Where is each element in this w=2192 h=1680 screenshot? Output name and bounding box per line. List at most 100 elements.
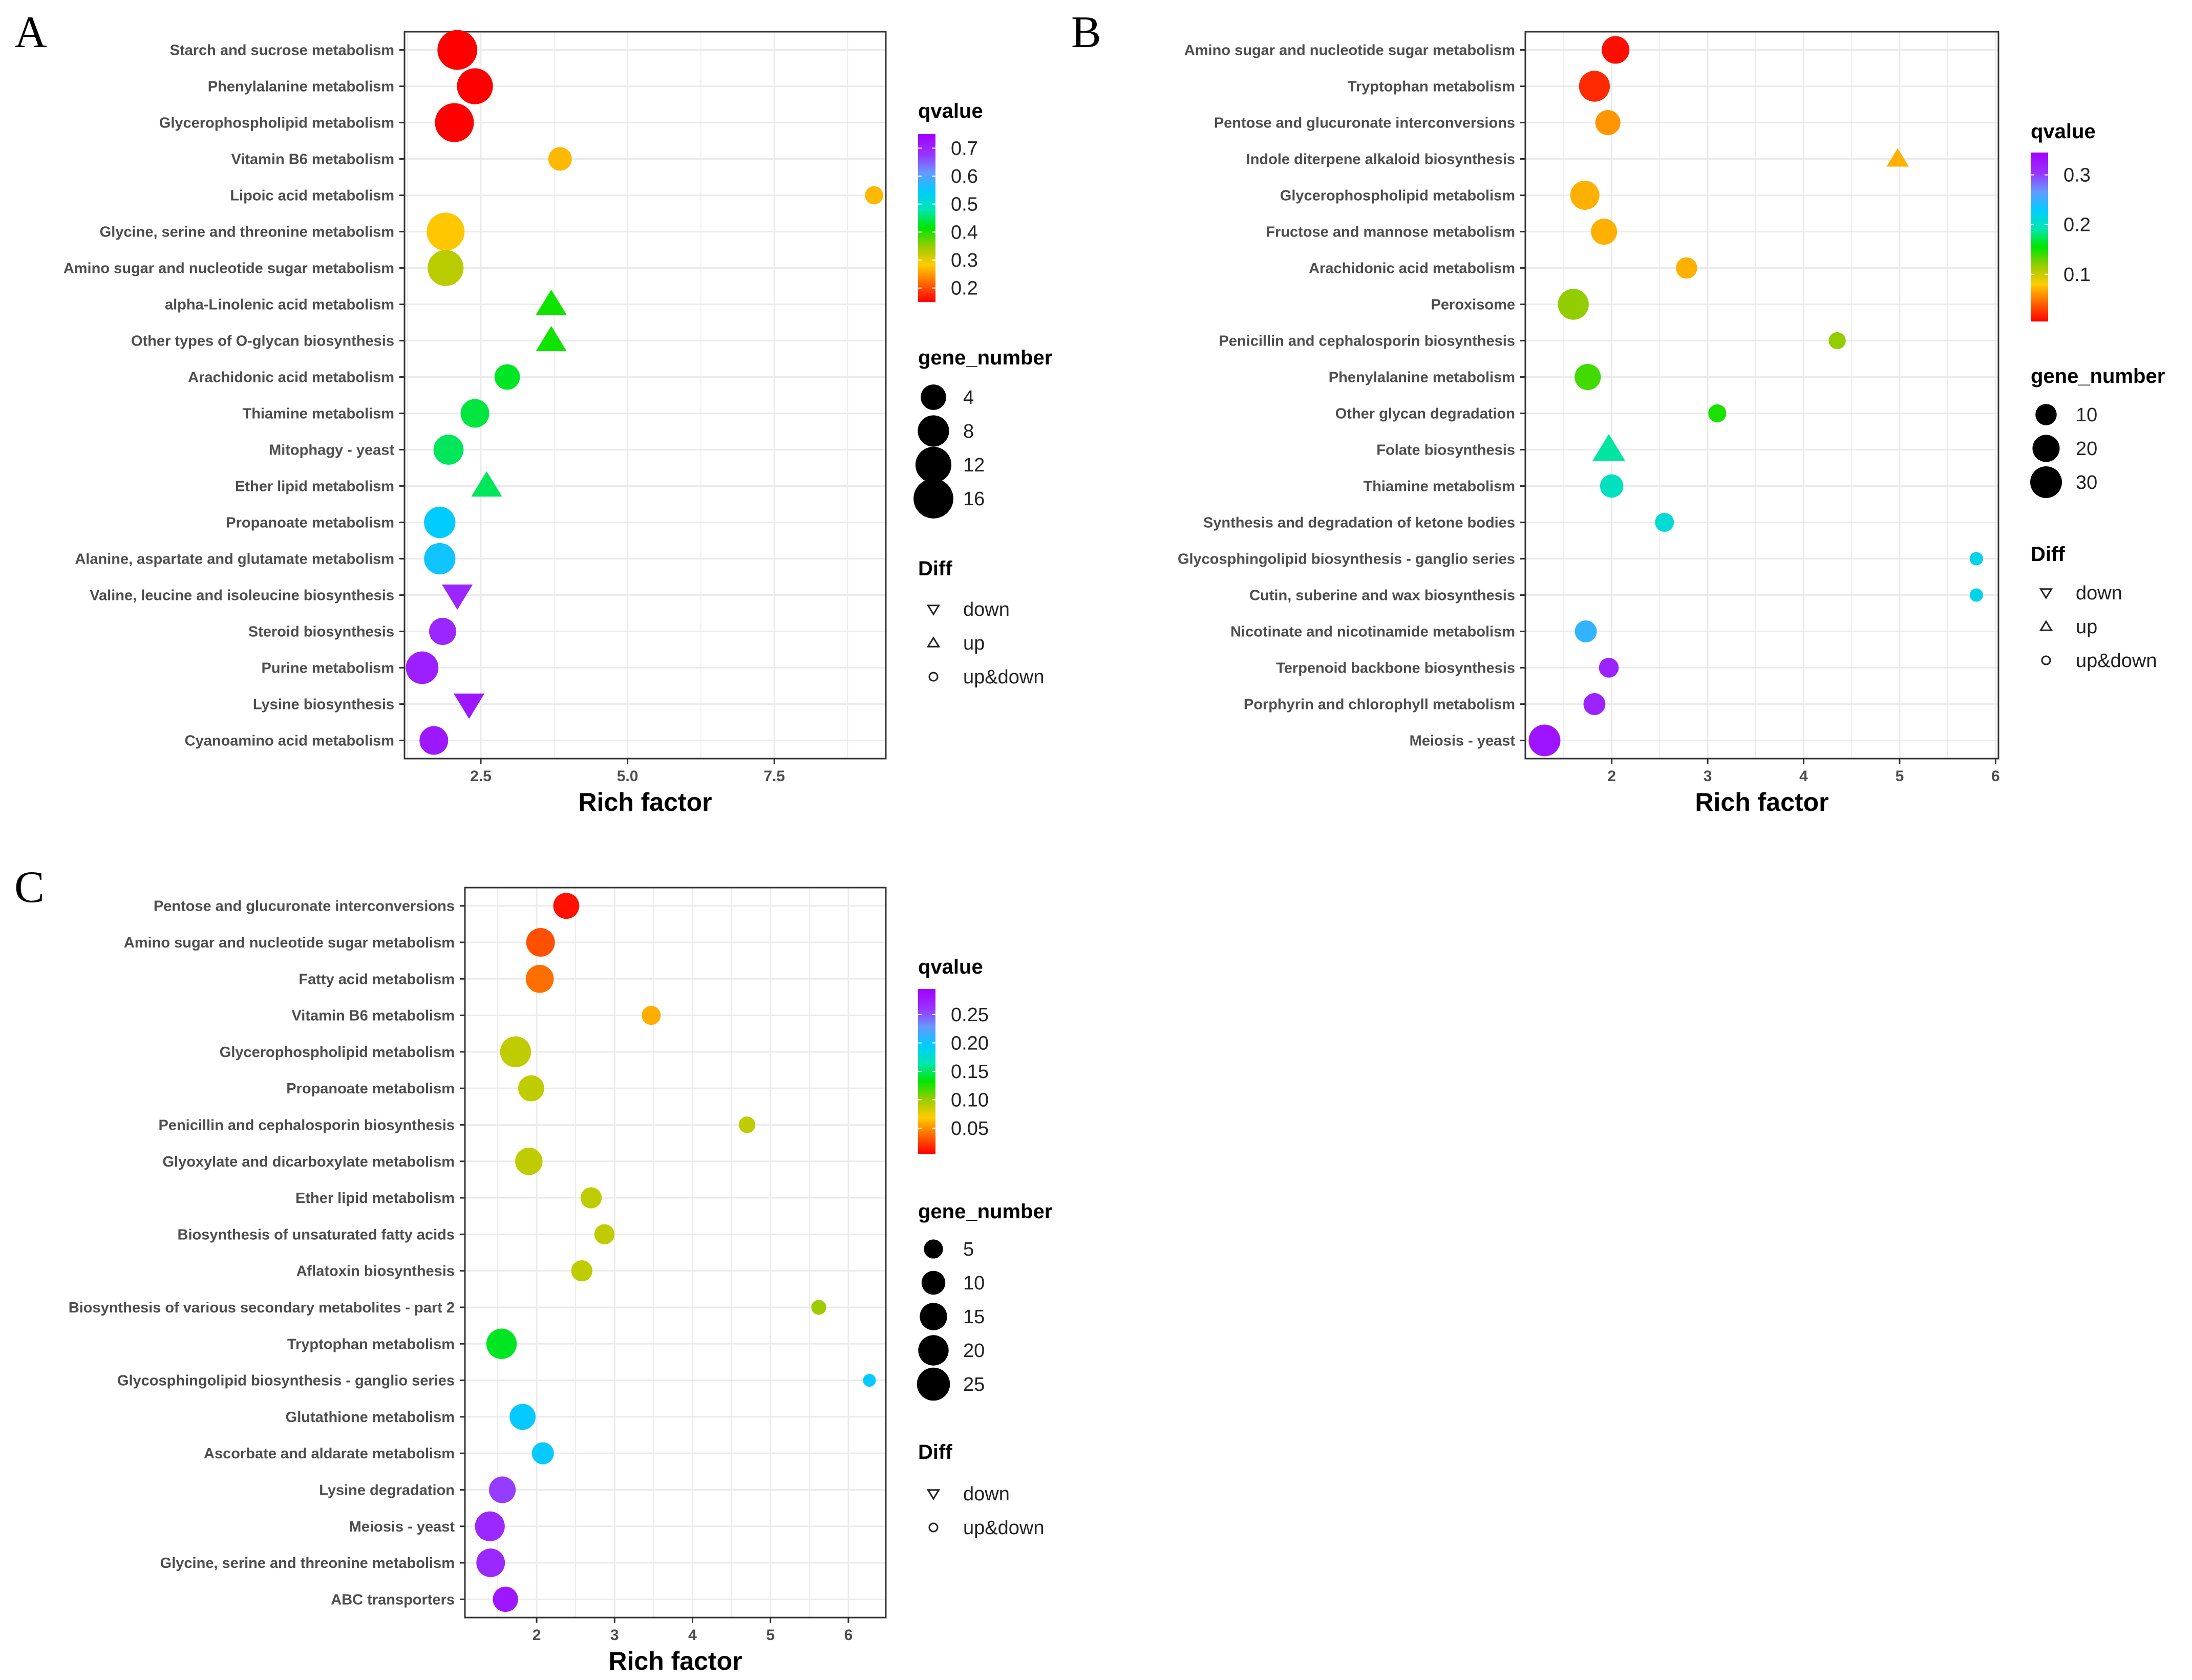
point-alpha-linolenic-acid-metabolism — [536, 289, 567, 315]
qvalue-legend-label: 0.3 — [2063, 165, 2091, 186]
gene-number-legend-label: 4 — [963, 387, 974, 408]
y-tick-label: Ascorbate and aldarate metabolism — [204, 1446, 455, 1462]
diff-legend-label: up&down — [963, 1517, 1044, 1539]
point-vitamin-b6-metabolism — [548, 147, 572, 171]
x-tick-label: 2 — [1607, 768, 1616, 785]
diff-legend-key-up — [2039, 620, 2053, 631]
point-biosynthesis-of-various-secondary-metabolites-part-2 — [811, 1300, 826, 1315]
panel-letter-c: C — [14, 863, 45, 912]
point-thiamine-metabolism — [460, 399, 490, 428]
chart-a: Starch and sucrose metabolism Phenylalani… — [63, 30, 1052, 816]
chart-b: Amino sugar and nucleotide sugar metabol… — [1178, 31, 2165, 816]
point-biosynthesis-of-unsaturated-fatty-acids — [594, 1224, 615, 1245]
point-synthesis-and-degradation-of-ketone-bodies — [1655, 513, 1674, 532]
y-tick-label: Valine, leucine and isoleucine biosynthe… — [90, 588, 394, 604]
x-tick-label: 4 — [1799, 768, 1808, 785]
y-tick-label: Glycerophospholipid metabolism — [1280, 188, 1515, 204]
point-amino-sugar-and-nucleotide-sugar-metabolism — [1602, 36, 1630, 64]
qvalue-legend-label: 0.3 — [951, 250, 978, 271]
x-tick-label: 6 — [1991, 768, 2000, 785]
point-amino-sugar-and-nucleotide-sugar-metabolism — [428, 250, 464, 286]
gene-number-legend-label: 16 — [963, 488, 985, 510]
x-tick-label: 4 — [688, 1627, 697, 1644]
y-tick-label: Lysine biosynthesis — [253, 697, 394, 713]
gene-number-legend-label: 30 — [2076, 472, 2097, 493]
point-penicillin-and-cephalosporin-biosynthesis — [738, 1116, 756, 1133]
plot-background — [465, 888, 886, 1618]
point-glyoxylate-and-dicarboxylate-metabolism — [515, 1148, 543, 1175]
size-legend-key — [918, 1335, 949, 1366]
plot-border — [464, 887, 887, 1619]
y-tick-label: Fructose and mannose metabolism — [1266, 224, 1515, 241]
point-cutin-suberine-and-wax-biosynthesis — [1969, 588, 1983, 602]
chart-c: Pentose and glucuronate interconversions… — [69, 887, 1052, 1675]
point-other-types-of-o-glycan-biosynthesis — [536, 326, 567, 352]
point-folate-biosynthesis — [1592, 434, 1626, 461]
plot-background — [405, 32, 886, 759]
diff-legend-label: down — [963, 599, 1010, 620]
gene-number-legend-label: 25 — [963, 1374, 985, 1395]
point-other-glycan-degradation — [1708, 404, 1727, 423]
y-tick-label: Other types of O-glycan biosynthesis — [131, 333, 394, 350]
y-tick-label: Indole diterpene alkaloid biosynthesis — [1246, 152, 1515, 168]
diff-legend-title: Diff — [2031, 543, 2065, 566]
diff-legend-label: up&down — [2076, 650, 2157, 672]
diff-legend-key-down — [926, 1489, 941, 1500]
y-tick-label: ABC transporters — [331, 1591, 455, 1608]
qvalue-legend-label: 0.5 — [951, 194, 978, 216]
y-tick-label: Amino sugar and nucleotide sugar metabol… — [63, 261, 394, 277]
y-tick-label: Biosynthesis of various secondary metabo… — [69, 1300, 455, 1316]
plot-background — [1525, 32, 1998, 759]
qvalue-legend-label: 0.6 — [951, 166, 978, 187]
size-legend-key — [2032, 435, 2060, 462]
point-peroxisome — [1558, 289, 1589, 320]
size-legend-key — [2030, 466, 2062, 499]
y-tick-label: Aflatoxin biosynthesis — [296, 1263, 455, 1280]
y-tick-label: Thiamine metabolism — [1363, 479, 1515, 495]
point-glycine-serine-and-threonine-metabolism — [476, 1548, 505, 1578]
point-starch-and-sucrose-metabolism — [437, 30, 478, 70]
qvalue-colorbar — [918, 134, 935, 302]
qvalue-legend-label: 0.25 — [951, 1004, 989, 1026]
y-tick-label: Synthesis and degradation of ketone bodi… — [1203, 515, 1515, 531]
point-purine-metabolism — [406, 651, 439, 684]
diff-legend-key-up — [926, 636, 941, 648]
point-lipoic-acid-metabolism — [865, 186, 883, 205]
y-tick-label: Glutathione metabolism — [286, 1409, 455, 1426]
size-legend-key — [920, 1303, 947, 1330]
y-tick-label: Phenylalanine metabolism — [208, 79, 394, 95]
y-tick-label: Propanoate metabolism — [286, 1081, 455, 1097]
point-thiamine-metabolism — [1600, 474, 1624, 498]
point-nicotinate-and-nicotinamide-metabolism — [1574, 620, 1597, 642]
y-tick-label: Arachidonic acid metabolism — [1309, 261, 1515, 277]
y-tick-label: Tryptophan metabolism — [1348, 79, 1515, 95]
qvalue-legend-label: 0.2 — [2063, 214, 2091, 236]
point-propanoate-metabolism — [518, 1075, 544, 1102]
size-legend-key — [913, 479, 953, 519]
point-porphyrin-and-chlorophyll-metabolism — [1583, 693, 1606, 715]
gene-number-legend-label: 5 — [963, 1239, 974, 1260]
y-tick-label: Ether lipid metabolism — [235, 479, 394, 495]
size-legend-key — [924, 1239, 943, 1259]
size-legend-key — [921, 384, 946, 410]
diff-legend-label: down — [963, 1483, 1010, 1505]
y-tick-label: Lysine degradation — [319, 1482, 455, 1498]
gene-number-legend-label: 8 — [963, 421, 974, 442]
diff-legend-key-down — [2039, 588, 2053, 599]
x-axis-title: Rich factor — [608, 1647, 742, 1675]
y-tick-label: Nicotinate and nicotinamide metabolism — [1230, 624, 1515, 640]
size-legend-key — [2035, 404, 2057, 425]
point-lysine-biosynthesis — [453, 693, 485, 719]
y-tick-label: Cyanoamino acid metabolism — [185, 733, 394, 749]
y-tick-label: Mitophagy - yeast — [269, 442, 394, 459]
y-tick-label: Steroid biosynthesis — [248, 624, 394, 640]
qvalue-legend-label: 0.15 — [951, 1061, 989, 1083]
y-tick-label: Glycine, serine and threonine metabolism — [160, 1555, 455, 1571]
diff-legend-label: up&down — [963, 666, 1044, 688]
diff-legend-label: down — [2076, 583, 2122, 604]
y-tick-label: Glycosphingolipid biosynthesis - ganglio… — [117, 1373, 455, 1389]
y-tick-label: Vitamin B6 metabolism — [231, 152, 394, 168]
qvalue-legend-label: 0.1 — [2063, 264, 2091, 286]
point-arachidonic-acid-metabolism — [494, 364, 520, 390]
